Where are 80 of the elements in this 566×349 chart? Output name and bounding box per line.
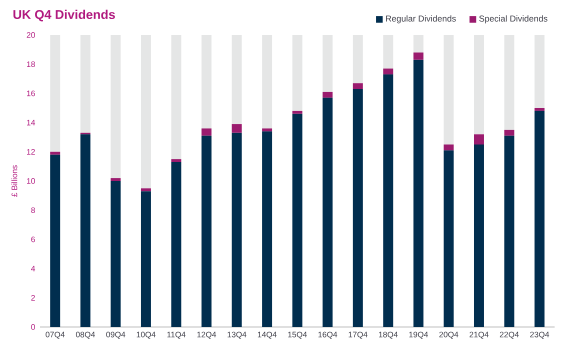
- bar: [262, 131, 272, 327]
- x-tick-label: 10Q4: [136, 332, 156, 339]
- bar: [474, 144, 484, 327]
- y-axis-title: £ Billions: [11, 165, 18, 197]
- bar: [202, 128, 212, 136]
- x-tick-label: 17Q4: [348, 332, 368, 339]
- y-tick-label: 8: [31, 207, 35, 214]
- bar: [413, 34, 424, 53]
- bar: [322, 34, 333, 92]
- x-tick-label: 22Q4: [500, 332, 519, 339]
- bar: [262, 128, 272, 132]
- x-tick-label: 09Q4: [106, 332, 126, 339]
- bar: [80, 134, 90, 327]
- bar: [202, 34, 212, 128]
- bar: [262, 34, 272, 128]
- y-tick-label: 18: [27, 61, 35, 68]
- bar: [292, 110, 302, 114]
- bar: [110, 178, 121, 181]
- y-tick-label: 4: [31, 266, 36, 272]
- y-tick-label: 12: [27, 149, 35, 155]
- bar: [110, 180, 121, 327]
- bar: [292, 34, 302, 111]
- bar: [171, 162, 182, 327]
- y-tick-label: 14: [27, 120, 36, 126]
- bar: [383, 74, 394, 327]
- bar: [171, 34, 182, 160]
- bar: [504, 34, 514, 130]
- bar: [534, 108, 545, 111]
- x-tick-label: 08Q4: [76, 332, 95, 339]
- bar: [202, 136, 212, 327]
- bar: [80, 34, 90, 133]
- bar: [504, 136, 514, 327]
- x-tick-label: 16Q4: [318, 332, 338, 339]
- bar: [292, 114, 302, 327]
- x-tick-label: 12Q4: [197, 332, 216, 339]
- bar: [352, 34, 363, 84]
- bar: [534, 110, 545, 327]
- x-tick-label: 14Q4: [258, 332, 277, 339]
- x-tick-label: 07Q4: [46, 332, 65, 339]
- bar: [383, 34, 394, 69]
- bar: [352, 83, 363, 90]
- bar: [444, 34, 454, 144]
- bar: [413, 52, 424, 60]
- x-tick-label: 18Q4: [378, 332, 398, 339]
- y-tick-label: 0: [31, 324, 35, 330]
- bar: [50, 34, 60, 152]
- bar: [50, 154, 60, 327]
- bar: [504, 130, 514, 136]
- bar: [383, 68, 394, 74]
- bar: [474, 134, 484, 144]
- x-tick-label: 15Q4: [288, 332, 307, 339]
- x-tick-label: 19Q4: [409, 332, 428, 339]
- bar: [140, 191, 151, 327]
- bar: [232, 34, 242, 124]
- bar: [232, 124, 242, 133]
- y-tick-label: 16: [27, 90, 35, 96]
- y-tick-label: 6: [31, 236, 35, 242]
- x-tick-label: 21Q4: [470, 332, 489, 339]
- chart-title: UK Q4 Dividends: [13, 10, 115, 22]
- x-tick-label: 23Q4: [530, 332, 550, 339]
- bar: [322, 92, 333, 98]
- bar: [534, 34, 545, 108]
- x-tick-label: 20Q4: [439, 332, 458, 339]
- legend-label: Special Dividends: [479, 15, 548, 24]
- bar: [232, 132, 242, 327]
- x-tick-label: 11Q4: [167, 332, 186, 339]
- bar: [171, 159, 182, 162]
- bar: [444, 144, 454, 150]
- y-tick-label: 10: [27, 178, 35, 184]
- bar: [413, 60, 424, 327]
- x-tick-label: 13Q4: [228, 332, 246, 339]
- y-tick-label: 2: [31, 295, 35, 301]
- y-tick-label: 20: [26, 32, 35, 38]
- bar: [352, 89, 363, 327]
- bar: [322, 98, 333, 327]
- bar: [110, 34, 121, 178]
- bar: [444, 150, 454, 327]
- bar: [140, 34, 151, 188]
- legend-label: Regular Dividends: [386, 15, 456, 24]
- bar: [474, 34, 484, 134]
